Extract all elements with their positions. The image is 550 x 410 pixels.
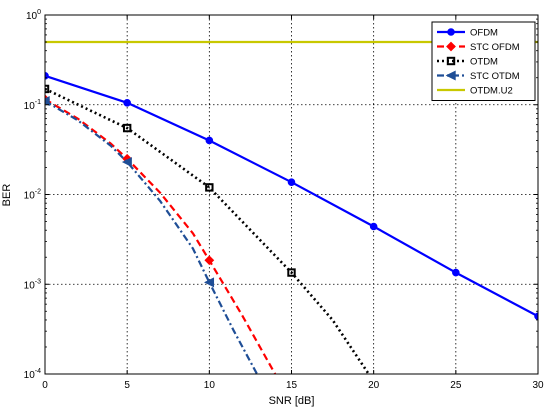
legend-label-otdm-u2: OTDM.U2 [470,86,513,97]
data-point-stc-ofdm [204,255,215,266]
data-point-ofdm [452,268,460,277]
data-point-ofdm [287,178,296,187]
series-stc-otdm [45,96,258,374]
data-point-ofdm [534,312,538,321]
data-point-ofdm [369,222,378,231]
data-point-stc-otdm [204,277,215,288]
x-axis-label: SNR [dB] [269,395,315,407]
legend-marker-otdm [446,56,456,66]
data-point-ofdm [205,136,214,145]
legend-marker-ofdm [447,28,455,36]
x-tick-label: 25 [450,380,462,391]
data-point-stc-otdm [45,96,50,107]
x-tick-label: 20 [368,380,380,391]
x-tick-label: 30 [532,380,544,391]
series-line-stc-ofdm [45,98,277,374]
data-point-stc-otdm [121,157,132,168]
y-axis-label: BER [1,184,13,207]
data-point-ofdm [123,99,131,107]
y-tick-label: 10-2 [24,189,41,202]
y-tick-label: 10-3 [24,278,41,291]
x-tick-label: 5 [124,380,130,391]
data-point-otdm [45,84,50,94]
series-otdm [45,84,370,374]
data-point-otdm [205,183,214,192]
legend-label-stc-otdm: STC OTDM [470,71,520,82]
data-point-otdm [287,268,296,277]
axis-ticks: 0 5 10 15 20 25 30 10-4 10-3 10-2 10-1 100 [24,9,544,391]
legend-marker-stc-otdm [445,70,456,81]
legend: OFDM STC OFDM OTDM STC OTDM OTDM.U2 [431,21,536,101]
x-tick-label: 0 [42,380,48,391]
y-tick-label: 10-1 [24,99,41,112]
y-tick-label: 100 [26,9,41,22]
data-point-otdm [122,123,132,133]
legend-label-stc-ofdm: STC OFDM [470,42,520,53]
y-tick-label: 10-4 [24,368,41,381]
series-line-otdm [45,87,370,374]
series-line-stc-otdm [45,100,258,374]
legend-marker-stc-ofdm [446,41,456,52]
x-tick-label: 10 [204,380,216,391]
x-tick-label: 15 [286,380,298,391]
legend-label-otdm: OTDM [470,57,498,68]
legend-label-ofdm: OFDM [470,28,498,39]
